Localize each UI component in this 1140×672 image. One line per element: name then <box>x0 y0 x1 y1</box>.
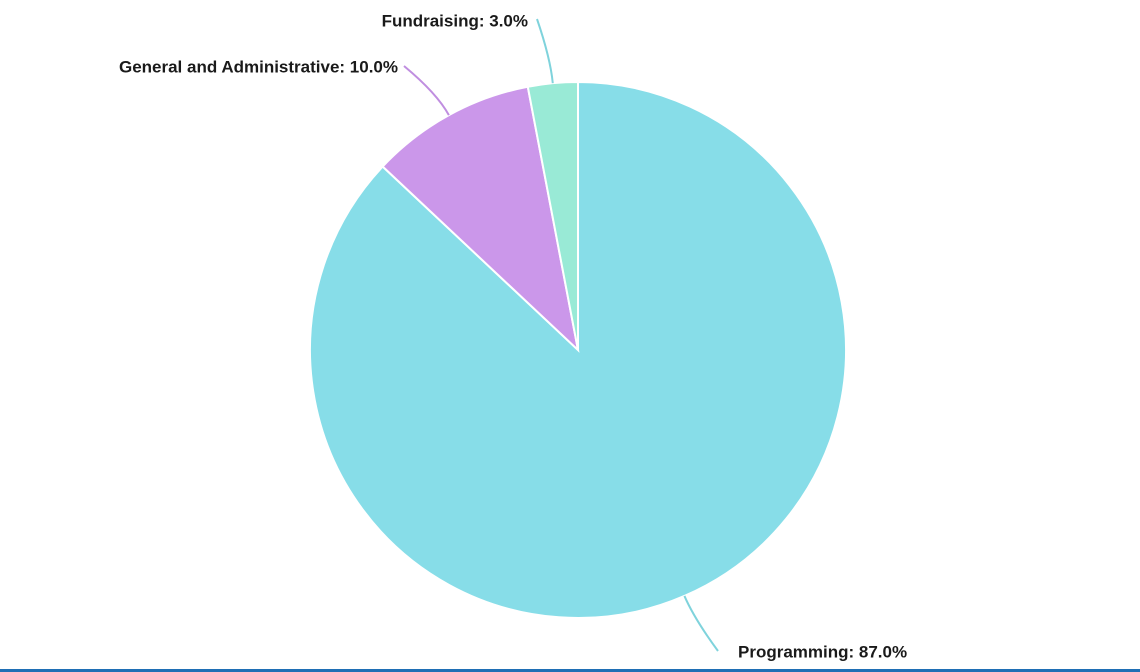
leader-line <box>683 595 719 652</box>
data-label: Fundraising: 3.0% <box>382 11 528 30</box>
leader-line <box>536 18 554 84</box>
data-label: General and Administrative: 10.0% <box>119 57 398 76</box>
bottom-border <box>0 669 1140 672</box>
pie-slice <box>526 80 579 351</box>
leader-line <box>403 65 450 116</box>
pie-slice <box>381 85 580 353</box>
data-label: Programming: 87.0% <box>738 642 907 661</box>
